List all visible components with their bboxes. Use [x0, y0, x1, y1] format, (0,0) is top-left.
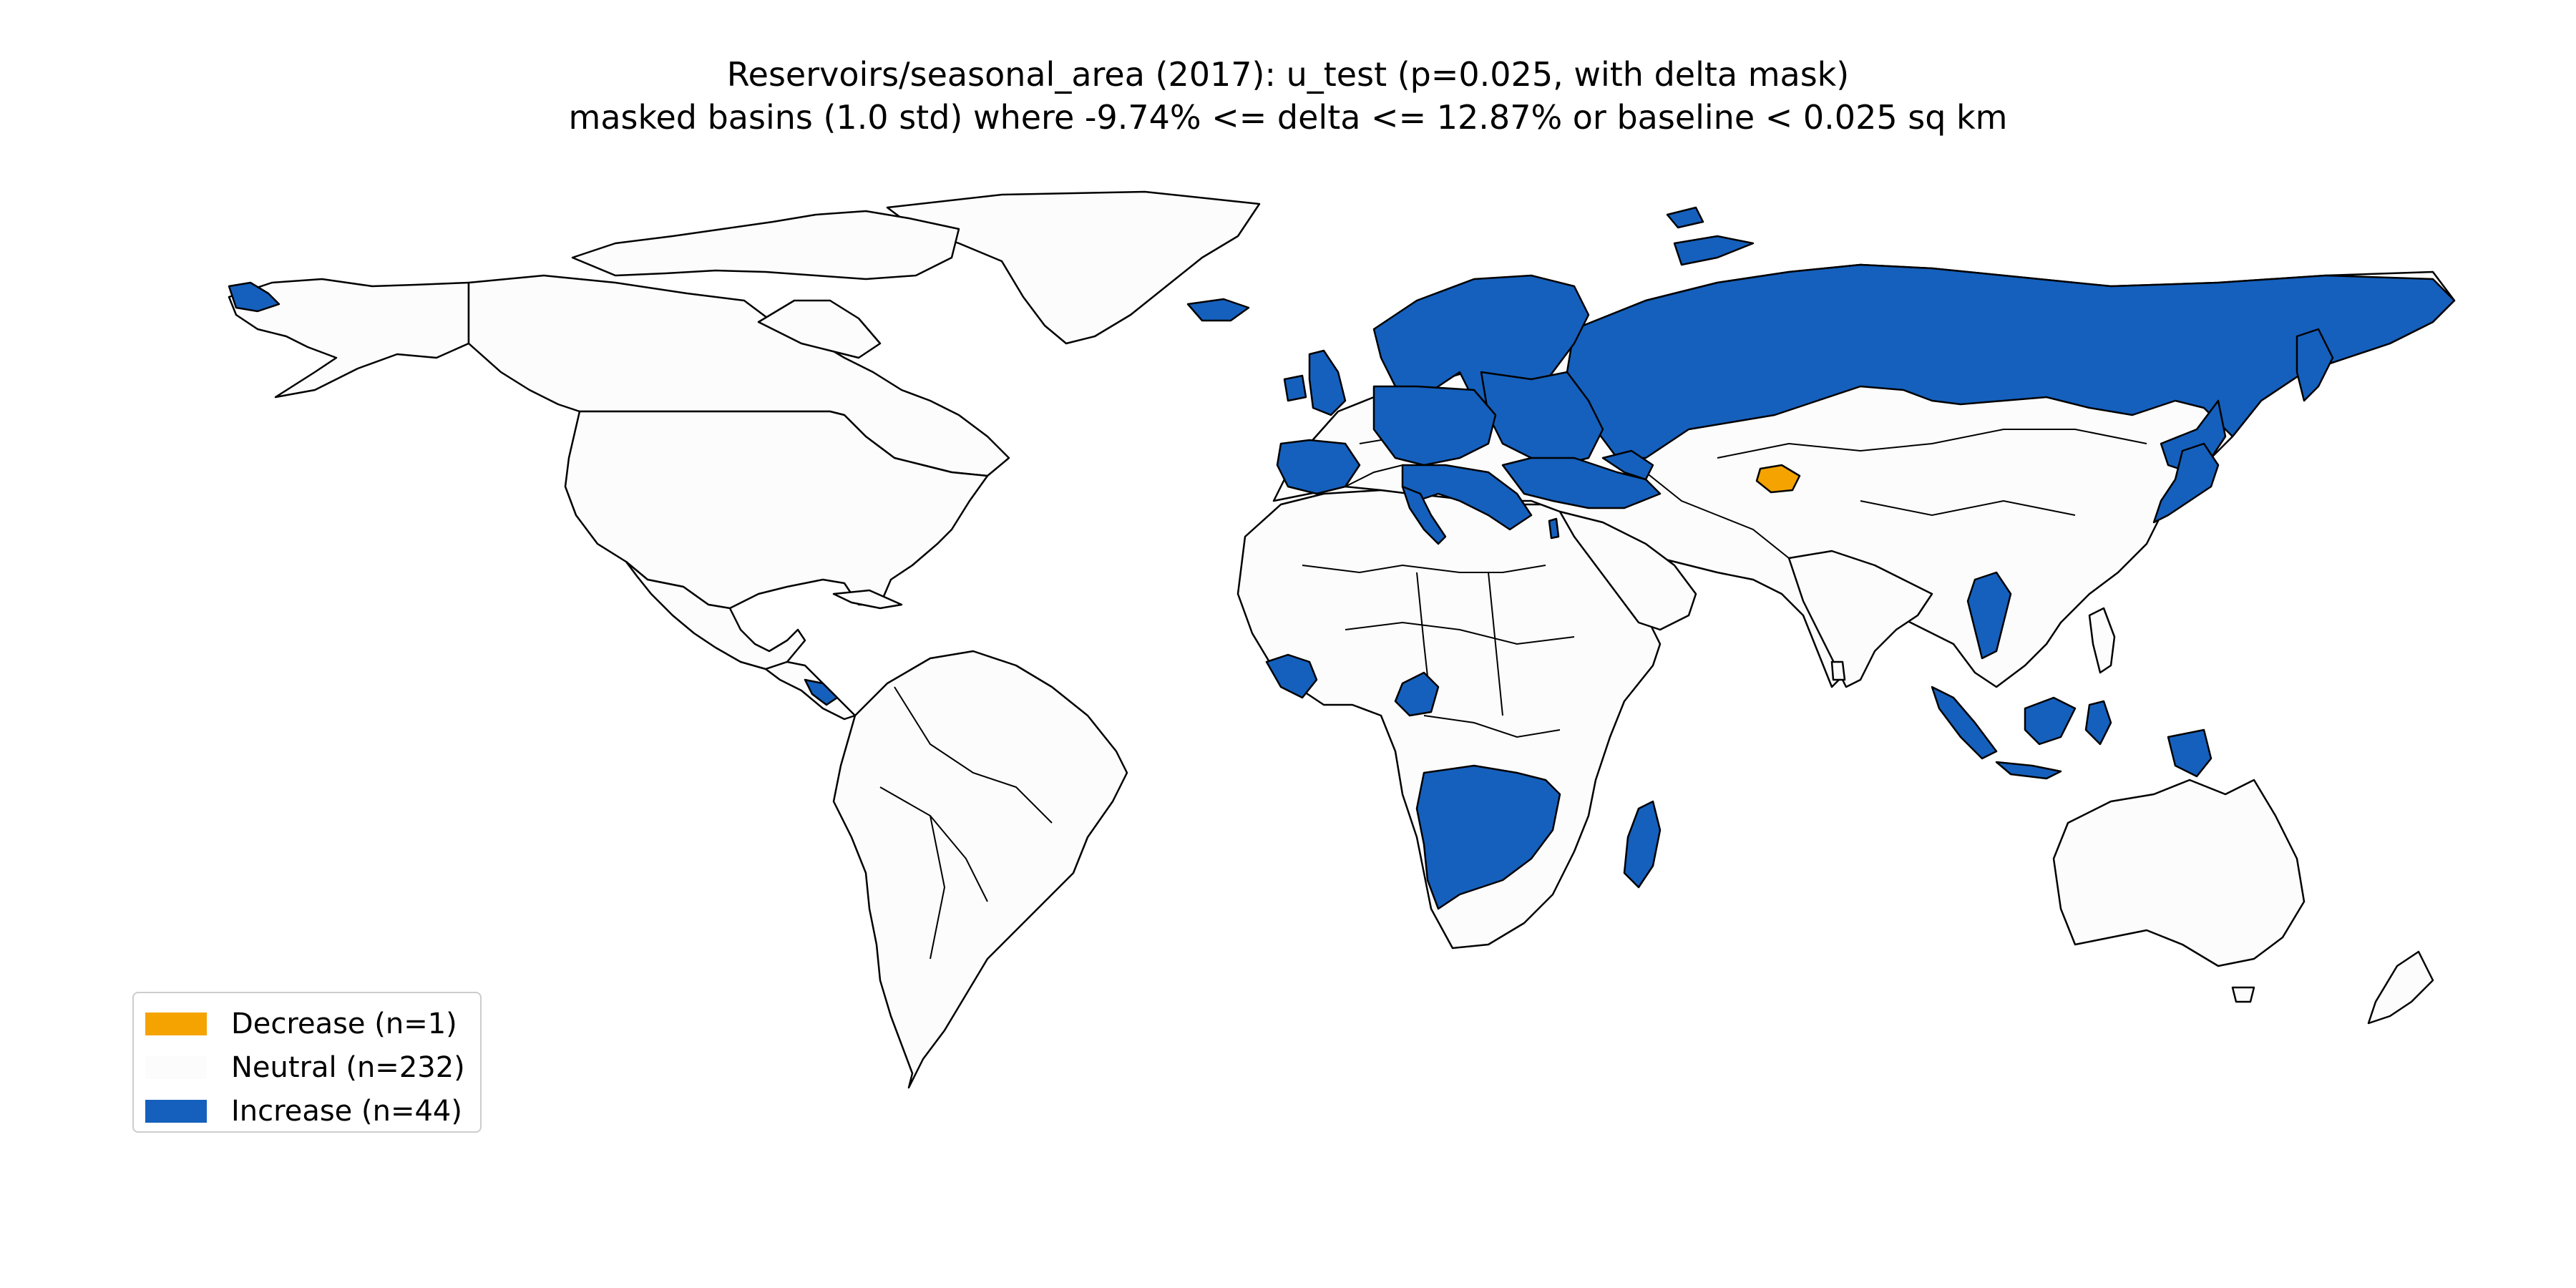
- region-greenland: [886, 190, 1261, 345]
- legend-label-neutral: Neutral (n=232): [231, 1050, 465, 1084]
- region-tasmania: [2231, 986, 2255, 1003]
- legend-swatch-decrease: [145, 1012, 207, 1035]
- region-arctic-islands: [571, 210, 960, 280]
- region-india: [1787, 550, 1933, 688]
- region-australia: [2052, 779, 2306, 967]
- region-gabon: [1394, 671, 1440, 717]
- region-iceland: [1186, 298, 1250, 322]
- country-borders: [468, 283, 2147, 960]
- region-novaya-zemlya: [1673, 235, 1755, 266]
- title-line-1: Reservoirs/seasonal_area (2017): u_test …: [726, 55, 1850, 94]
- region-south-america: [832, 650, 1128, 1089]
- region-west-africa: [1265, 653, 1318, 699]
- region-spain: [1276, 439, 1361, 495]
- region-costa-rica-panama: [804, 678, 839, 706]
- region-baltics-belarus-ukraine: [1480, 371, 1604, 467]
- region-canada: [467, 274, 1010, 477]
- region-sulawesi: [2084, 700, 2112, 746]
- region-poland-germany: [1372, 385, 1497, 467]
- region-southern-africa: [1415, 764, 1561, 910]
- region-georgia-azerbaijan: [1601, 449, 1654, 481]
- legend-swatch-neutral: [145, 1055, 207, 1079]
- region-sumatra: [1931, 686, 1998, 760]
- region-uk: [1308, 349, 1347, 416]
- region-new-zealand: [2367, 950, 2434, 1025]
- region-cuba: [832, 589, 903, 610]
- region-alaska-west: [228, 281, 280, 313]
- region-kamchatka: [2296, 328, 2334, 402]
- title-line-2: masked basins (1.0 std) where -9.74% <= …: [568, 98, 2008, 137]
- region-vietnam-laos: [1966, 571, 2012, 660]
- region-arabia: [1558, 510, 1697, 631]
- legend-swatch-increase: [145, 1099, 207, 1123]
- region-new-guinea-west: [2167, 728, 2212, 778]
- legend-item-decrease: Decrease (n=1): [145, 1002, 480, 1045]
- region-russia: [1566, 263, 2456, 459]
- legend-label-increase: Increase (n=44): [231, 1094, 462, 1128]
- legend-label-decrease: Decrease (n=1): [231, 1007, 457, 1040]
- region-tajikistan: [1755, 464, 1801, 494]
- region-ireland: [1283, 374, 1307, 402]
- legend-item-increase: Increase (n=44): [145, 1089, 480, 1133]
- region-java: [1995, 761, 2062, 780]
- region-borneo-kalimantan: [2024, 696, 2077, 746]
- region-mexico: [625, 560, 806, 670]
- region-baffin: [757, 299, 882, 359]
- region-svalbard: [1666, 206, 1704, 229]
- region-alaska: [228, 278, 470, 399]
- legend-item-neutral: Neutral (n=232): [145, 1045, 480, 1089]
- region-madagascar: [1623, 800, 1662, 889]
- region-japan: [2152, 442, 2220, 524]
- map-title: Reservoirs/seasonal_area (2017): u_test …: [0, 53, 2576, 139]
- region-italy: [1401, 485, 1447, 545]
- region-sri-lanka: [1830, 660, 1846, 681]
- map-legend: Decrease (n=1) Neutral (n=232) Increase …: [132, 992, 482, 1133]
- region-philippines: [2088, 607, 2116, 674]
- region-israel: [1548, 517, 1560, 540]
- region-turkey: [1501, 457, 1662, 509]
